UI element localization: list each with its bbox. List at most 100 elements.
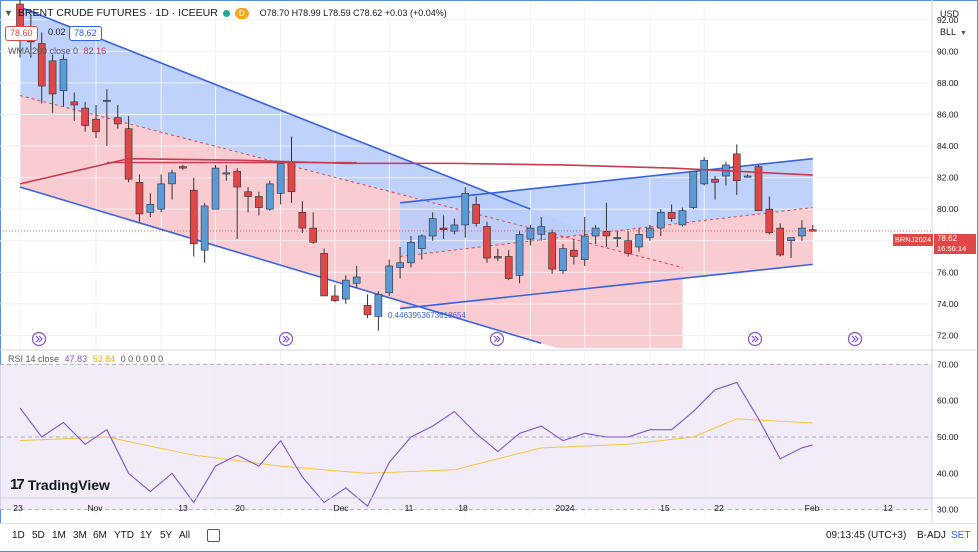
candle <box>37 32 46 104</box>
candle-body <box>331 295 339 301</box>
candle <box>646 224 654 241</box>
current-price: 78.62 <box>937 234 958 243</box>
tv-logo-icon: 17 <box>10 476 25 493</box>
sell-price-button[interactable]: 78.60 <box>5 26 38 41</box>
time-tick-label: 23 <box>13 503 23 513</box>
timeframe-all[interactable]: All <box>179 530 191 541</box>
rsi-extra-values: 0 0 0 0 0 0 <box>120 354 164 364</box>
candle <box>200 202 209 263</box>
timeframe-1m[interactable]: 1M <box>52 530 66 541</box>
candle-body <box>396 262 404 268</box>
date-range-icon[interactable] <box>207 529 220 542</box>
candle-body <box>135 182 144 215</box>
marker-glyph <box>493 335 501 343</box>
timeframe-5y[interactable]: 5Y <box>160 530 173 541</box>
timeframe-1y[interactable]: 1Y <box>140 530 153 541</box>
timeframe-ytd[interactable]: YTD <box>114 530 134 541</box>
candle-body <box>363 305 372 316</box>
candle <box>526 224 535 246</box>
candle <box>255 191 263 216</box>
symbol-title[interactable]: BRENT CRUDE FUTURES · 1D · ICEEUR <box>17 7 218 19</box>
timeframe-5d[interactable]: 5D <box>32 530 45 541</box>
time-tick-label: Dec <box>333 503 349 513</box>
candle <box>298 201 307 233</box>
candle-body <box>428 218 437 237</box>
unit-selector[interactable]: BLL <box>940 27 957 37</box>
legend-row: ▼ BRENT CRUDE FUTURES · 1D · ICEEUR D O7… <box>4 5 447 21</box>
candle-body <box>580 235 589 260</box>
price-tick-label: 82.00 <box>937 173 959 183</box>
candle-body <box>765 208 774 234</box>
collapse-chevron-icon[interactable]: ▼ <box>4 8 13 18</box>
event-marker-icon <box>747 331 763 347</box>
currency-selector[interactable]: USD <box>940 9 960 19</box>
price-tick-label: 90.00 <box>937 46 959 56</box>
candle <box>798 220 806 241</box>
candle-body <box>787 237 795 241</box>
candle-body <box>646 227 654 238</box>
timeframe-3m[interactable]: 3M <box>73 530 87 541</box>
candle <box>331 284 339 303</box>
candle <box>678 207 687 227</box>
candle <box>320 248 328 297</box>
candle <box>494 248 502 262</box>
candle-body <box>70 101 79 106</box>
candle <box>700 157 708 186</box>
event-marker-icon <box>847 331 863 347</box>
timeframe-1d[interactable]: 1D <box>12 530 25 541</box>
candle <box>732 144 741 195</box>
spread-value: 0.02 <box>48 27 66 37</box>
event-marker-icon <box>278 331 294 347</box>
candle <box>146 193 155 218</box>
logo-text: TradingView <box>27 476 110 493</box>
down-channel-lower-line <box>19 186 542 345</box>
candle <box>276 163 285 205</box>
candle <box>396 247 404 279</box>
candle-body <box>776 227 785 256</box>
candle-body <box>700 159 708 185</box>
wma-label: WMA 200 close 0 <box>8 46 79 56</box>
candle-body <box>711 178 719 183</box>
candle-body <box>48 60 57 95</box>
chevron-down-icon[interactable]: ▼ <box>960 30 967 37</box>
candle-body <box>233 170 241 188</box>
candle <box>124 116 133 183</box>
candle <box>103 89 111 147</box>
buy-price-button[interactable]: 78.62 <box>69 26 102 41</box>
candle <box>656 209 665 236</box>
time-tick-label: 11 <box>405 503 414 513</box>
candle <box>244 187 252 213</box>
candle <box>189 177 198 257</box>
channel-lines <box>19 6 813 345</box>
status-dot-icon <box>222 9 230 17</box>
time-tick-label: 20 <box>235 503 245 513</box>
candle <box>613 231 622 248</box>
candle <box>309 212 318 244</box>
price-tick-label: 74.00 <box>937 299 959 309</box>
candle <box>233 168 241 240</box>
timeframe-6m[interactable]: 6M <box>93 530 107 541</box>
candle-body <box>494 256 502 259</box>
rsi-legend: RSI 14 close 47.83 53.84 0 0 0 0 0 0 <box>8 354 163 364</box>
candle-body <box>37 43 46 87</box>
candle-body <box>385 265 394 294</box>
adjust-toggle[interactable]: B-ADJ <box>917 530 946 541</box>
candle-body <box>559 248 567 271</box>
rsi-tick-label: 70.00 <box>937 359 959 369</box>
candle <box>765 196 774 235</box>
rsi-tick-label: 50.00 <box>937 432 959 442</box>
candle <box>570 239 578 265</box>
candle <box>59 54 68 107</box>
bar-countdown: 16:56:14 <box>937 244 967 253</box>
clock[interactable]: 09:13:45 (UTC+3) <box>826 530 907 541</box>
candle <box>179 164 187 170</box>
candle <box>439 215 448 240</box>
price-tick-label: 92.00 <box>937 15 959 25</box>
rsi-value: 47.83 <box>64 354 88 364</box>
candle <box>168 169 176 200</box>
candle-body <box>667 211 676 219</box>
candles <box>16 0 817 331</box>
candle-body <box>624 240 632 254</box>
settings-button[interactable]: SET <box>951 530 971 541</box>
